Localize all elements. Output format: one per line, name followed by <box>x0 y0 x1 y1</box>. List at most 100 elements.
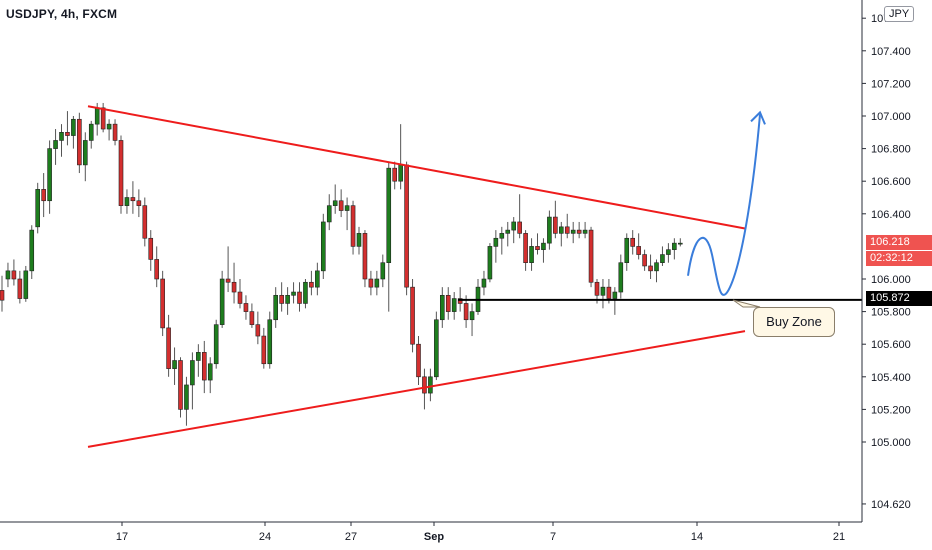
candle <box>672 238 677 260</box>
candle-body <box>332 200 338 206</box>
buy-zone-callout[interactable]: Buy Zone <box>753 307 835 337</box>
price-tick-label: 107.000 <box>871 111 911 123</box>
time-tick-label: 14 <box>691 531 703 543</box>
candle-body <box>416 343 421 378</box>
candle <box>285 287 290 315</box>
time-tick-label: 17 <box>116 531 128 543</box>
candle-body <box>392 167 398 182</box>
time-tick-label: 7 <box>550 531 556 543</box>
candle <box>428 368 433 402</box>
candle-body <box>184 384 189 410</box>
candle-body <box>53 140 58 149</box>
candle <box>172 347 177 385</box>
candle <box>624 233 630 271</box>
candle <box>106 119 112 141</box>
candle-body <box>136 200 142 206</box>
currency-badge[interactable]: JPY <box>884 6 915 22</box>
candle-body <box>666 249 671 255</box>
candle-body <box>588 229 594 283</box>
candle-body <box>350 205 356 247</box>
candle <box>124 189 130 214</box>
candle-body <box>154 259 159 280</box>
candle-body <box>582 229 588 234</box>
candle-body <box>499 233 505 239</box>
price-tick-label: 106.400 <box>871 209 911 221</box>
candle-body <box>505 229 511 234</box>
candle <box>493 230 499 263</box>
candle-body <box>231 281 237 293</box>
candle <box>202 340 207 394</box>
candle-body <box>517 221 522 234</box>
candle <box>267 311 273 369</box>
candle <box>136 189 142 218</box>
candle <box>517 194 522 239</box>
candle <box>547 210 552 250</box>
candle <box>83 132 88 182</box>
candle-body <box>457 298 463 304</box>
candle-body <box>5 270 11 280</box>
candle-body <box>523 233 528 264</box>
candle <box>576 221 582 239</box>
candle-body <box>196 352 201 361</box>
candle-body <box>380 262 386 280</box>
candle-body <box>600 286 606 296</box>
candle-body <box>493 237 499 247</box>
candle <box>118 135 124 214</box>
price-tick-label: 105.800 <box>871 307 911 319</box>
candle <box>499 226 505 255</box>
candle-body <box>535 246 540 250</box>
candle-body <box>142 205 148 239</box>
candle-body <box>166 327 171 369</box>
candle <box>160 270 165 337</box>
candle-body <box>469 311 475 321</box>
candle <box>297 282 302 312</box>
candle <box>320 213 326 279</box>
candle <box>59 124 64 157</box>
candle <box>648 254 653 279</box>
candle-body <box>100 107 106 130</box>
candle-body <box>112 123 118 141</box>
candle-body <box>612 291 618 299</box>
candle-body <box>106 123 112 130</box>
candle-body <box>303 281 308 304</box>
candle <box>249 303 255 328</box>
candle <box>392 161 398 190</box>
candle-body <box>315 270 320 288</box>
candle-body <box>243 303 249 312</box>
candle-body <box>541 242 546 250</box>
candle-body <box>511 221 517 231</box>
candle <box>184 376 189 426</box>
bar-countdown-tag: 02:32:12 <box>866 251 932 266</box>
candle-body <box>362 233 368 280</box>
candle <box>410 279 415 353</box>
candle <box>178 357 183 418</box>
candle <box>154 246 159 288</box>
candle-body <box>267 319 273 365</box>
candle-body <box>672 242 677 250</box>
candle <box>273 287 279 328</box>
candle <box>475 279 481 315</box>
candle-body <box>642 254 647 267</box>
candle <box>481 270 487 296</box>
price-tick-label: 105.400 <box>871 372 911 384</box>
candle <box>338 189 344 218</box>
candle <box>309 270 314 296</box>
candle <box>398 124 403 190</box>
time-tick-label: 21 <box>833 531 845 543</box>
candle-body <box>487 246 493 280</box>
candle <box>225 246 231 293</box>
candle <box>326 194 332 231</box>
candle-body <box>261 335 267 365</box>
candle <box>487 243 493 283</box>
candle <box>439 287 445 328</box>
candle <box>469 303 475 337</box>
candle-body <box>398 164 403 182</box>
candle-body <box>451 298 457 312</box>
candle-body <box>529 246 534 263</box>
candle <box>564 213 570 239</box>
candle-body <box>291 291 296 296</box>
lower-trendline <box>87 330 746 448</box>
candle-body <box>404 164 409 288</box>
